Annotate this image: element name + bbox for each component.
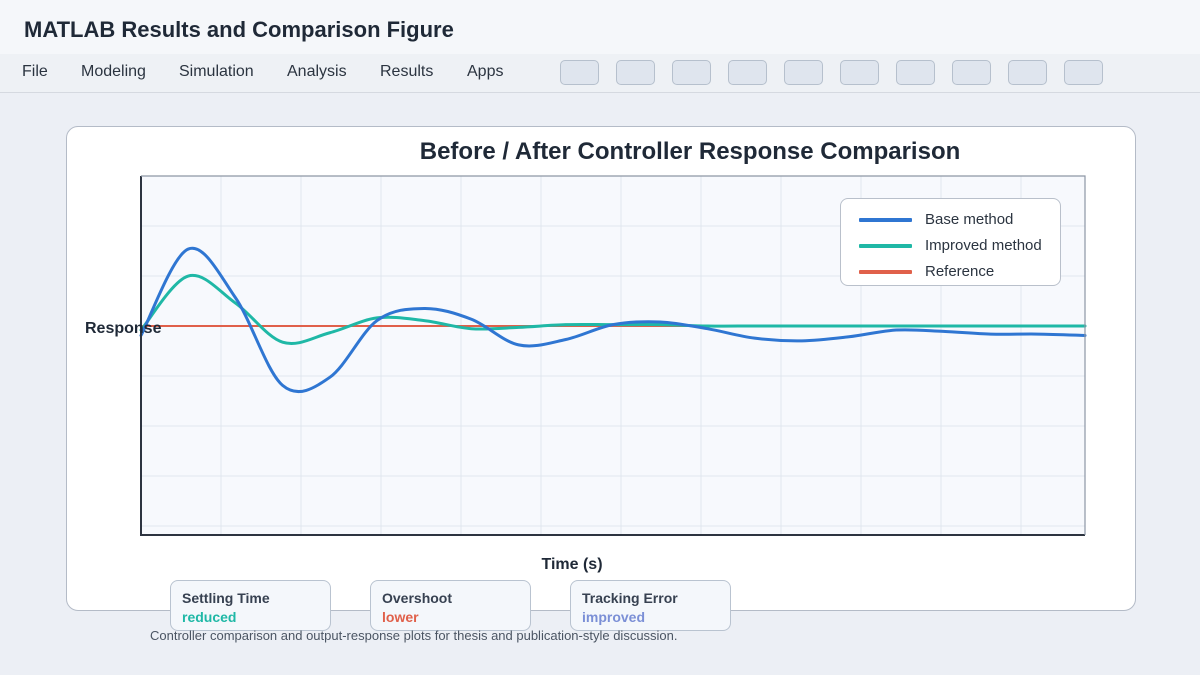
metric-value: lower	[382, 609, 419, 625]
axes-frame	[140, 176, 1085, 536]
metric-card-overshoot: Overshoot lower	[370, 580, 531, 631]
menu-file[interactable]: File	[22, 63, 48, 80]
menu-bar: File Modeling Simulation Analysis Result…	[0, 54, 1200, 93]
toolbar-button-6[interactable]	[840, 60, 879, 85]
legend-label-base: Base method	[925, 211, 1014, 228]
legend-label-improved: Improved method	[925, 237, 1042, 254]
legend: Base method Improved method Reference	[840, 198, 1061, 286]
chart-title: Before / After Controller Response Compa…	[419, 138, 961, 165]
y-axis-label: Response	[85, 320, 162, 337]
metric-card-tracking-error: Tracking Error improved	[570, 580, 731, 631]
toolbar-button-2[interactable]	[616, 60, 655, 85]
series-line-base	[139, 246, 1087, 394]
legend-swatch-base	[859, 218, 912, 222]
metric-name: Overshoot	[382, 590, 453, 606]
legend-label-reference: Reference	[925, 263, 995, 280]
legend-swatch-improved	[859, 244, 912, 248]
menu-results[interactable]: Results	[380, 63, 434, 80]
series-lines	[139, 246, 1087, 394]
legend-entry-base: Base method	[841, 210, 1060, 230]
toolbar-button-9[interactable]	[1008, 60, 1047, 85]
legend-swatch-reference	[859, 270, 912, 274]
metric-value: reduced	[182, 609, 237, 625]
legend-entry-improved: Improved method	[841, 236, 1060, 256]
metric-value: improved	[582, 609, 646, 625]
toolbar-button-8[interactable]	[952, 60, 991, 85]
metric-name: Settling Time	[182, 590, 270, 606]
app-title: MATLAB Results and Comparison Figure	[24, 17, 454, 42]
menu-apps[interactable]: Apps	[467, 63, 504, 80]
grid-lines	[141, 176, 1085, 535]
toolbar-button-1[interactable]	[560, 60, 599, 85]
menu-modeling[interactable]: Modeling	[81, 63, 146, 80]
menu-simulation[interactable]: Simulation	[179, 63, 254, 80]
menu-analysis[interactable]: Analysis	[287, 63, 347, 80]
toolbar-button-3[interactable]	[672, 60, 711, 85]
figure-caption: Controller comparison and output-respons…	[150, 628, 678, 643]
toolbar-button-7[interactable]	[896, 60, 935, 85]
metric-name: Tracking Error	[582, 590, 678, 606]
metric-card-settling-time: Settling Time reduced	[170, 580, 331, 631]
toolbar-button-10[interactable]	[1064, 60, 1103, 85]
axes-frame-top-right	[141, 175, 1086, 535]
toolbar-button-4[interactable]	[728, 60, 767, 85]
title-bar: MATLAB Results and Comparison Figure	[0, 0, 1200, 54]
legend-entry-reference: Reference	[841, 262, 1060, 282]
toolbar-button-5[interactable]	[784, 60, 823, 85]
x-axis-label: Time (s)	[541, 556, 603, 573]
